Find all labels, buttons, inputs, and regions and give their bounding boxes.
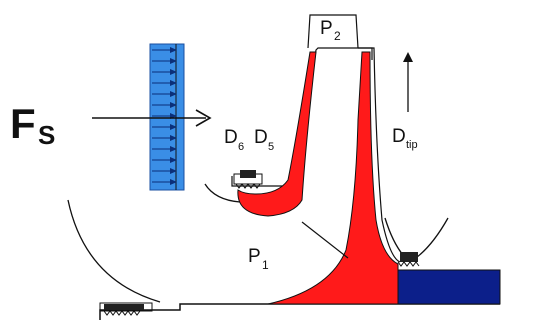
casing-right: [358, 47, 401, 263]
casing-top: [307, 14, 359, 49]
dtip-label: D: [392, 126, 406, 147]
labyrinth-seal-icon: [99, 302, 153, 316]
right-arrow-icon: [170, 80, 177, 86]
inlet-arc: [67, 199, 161, 303]
force-label: F: [10, 100, 36, 147]
impeller-hub: [267, 51, 399, 305]
right-arrow-icon: [170, 47, 177, 53]
d6-label-subscript: 6: [238, 141, 244, 153]
flow-guide-line: [301, 221, 349, 259]
shaft-block: [397, 269, 501, 305]
p1-label-subscript: 1: [262, 258, 269, 272]
right-arrow-icon: [170, 135, 177, 141]
force-label-subscript: S: [38, 120, 55, 150]
impeller-shroud: [237, 51, 317, 217]
labyrinth-seal-icon: [397, 252, 420, 267]
dtip-label-subscript: tip: [406, 139, 418, 151]
p1-label: P: [248, 246, 261, 267]
p2-label-subscript: 2: [334, 29, 341, 43]
eye-seal-arc: [204, 183, 241, 203]
d5-label-subscript: 5: [268, 141, 274, 153]
force-arrow: [92, 109, 212, 127]
inlet-flow-profile: [149, 43, 185, 191]
right-arrow-icon: [170, 69, 177, 75]
right-arrow-icon: [170, 102, 177, 108]
right-arrow-icon: [170, 58, 177, 64]
d6-label: D: [224, 127, 238, 148]
right-arrow-icon: [170, 157, 177, 163]
right-arrow-icon: [170, 179, 177, 185]
right-arrow-icon: [170, 91, 177, 97]
right-arrow-icon: [170, 124, 177, 130]
labyrinth-seal-icon: [233, 170, 263, 189]
right-arrow-icon: [152, 47, 177, 185]
d5-label: D: [254, 127, 268, 148]
p2-label: P: [320, 18, 333, 39]
right-arrow-icon: [170, 168, 177, 174]
tip-dimension-arrow: [403, 52, 413, 112]
base-line: [99, 303, 500, 320]
right-arrow-icon: [170, 146, 177, 152]
